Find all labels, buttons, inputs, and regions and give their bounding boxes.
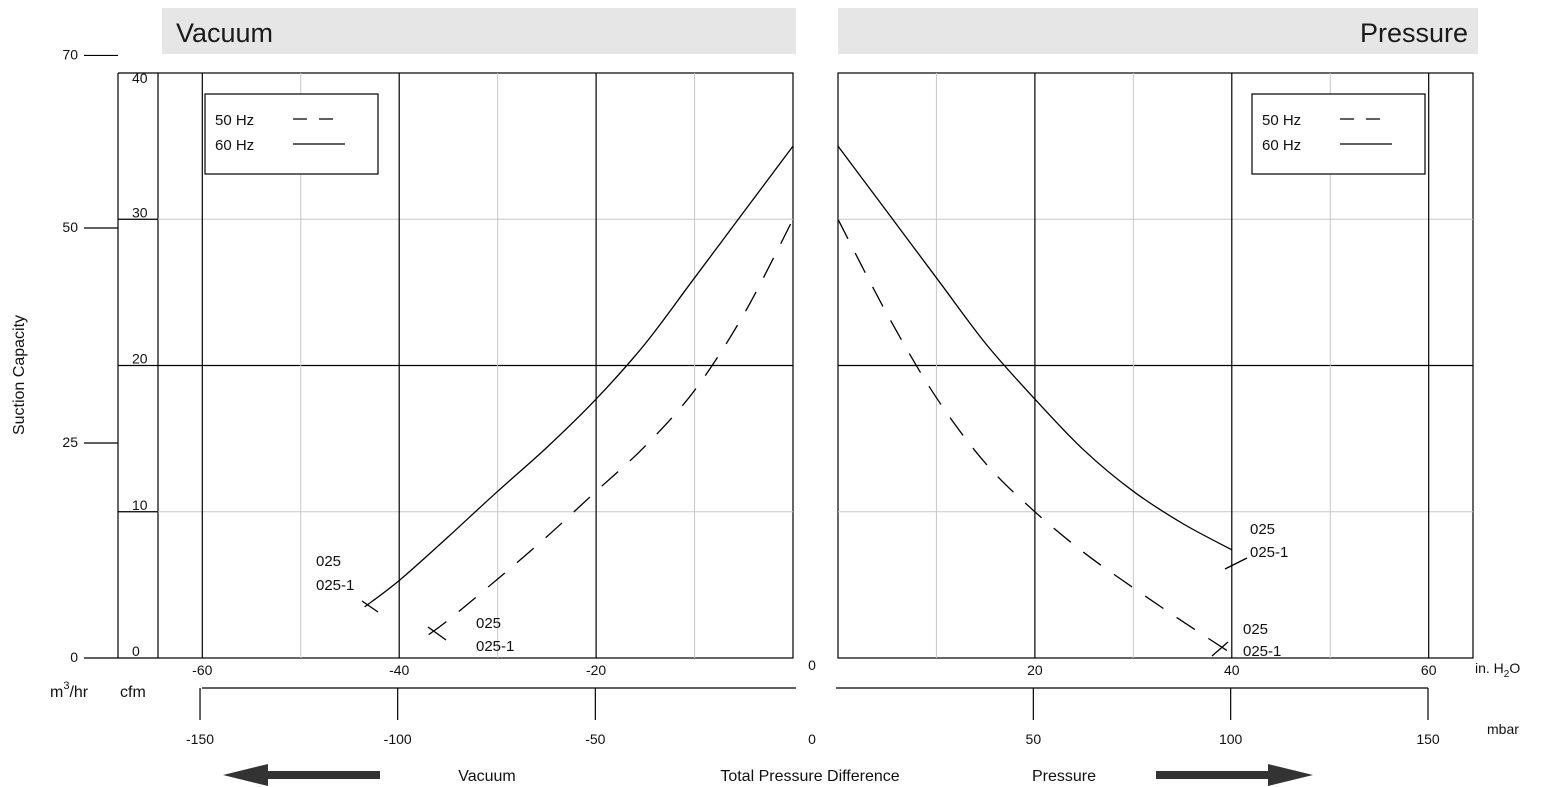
pressure-60hz-end-marker (1224, 557, 1248, 570)
x-axis-title: Total Pressure Difference (720, 768, 899, 785)
pressure-series-60hz (837, 145, 1233, 551)
pressure-50hz-model-label-alt: 025-1 (1243, 643, 1281, 660)
vacuum-50hz-model-label-alt: 025-1 (476, 638, 514, 655)
m3hr-tick-label: 50 (62, 219, 78, 235)
pressure-direction-label: Pressure (1032, 768, 1096, 785)
vacuum-60hz-model-label-alt: 025-1 (316, 577, 354, 594)
cfm-tick-label: 20 (132, 351, 148, 367)
pressure-50hz-end-marker (1211, 641, 1229, 657)
pressure-legend-label-50hz: 50 Hz (1262, 112, 1301, 129)
header-vacuum-title: Vacuum (176, 18, 273, 48)
pressure-series-50hz (837, 219, 1233, 655)
cfm-tick-label: 40 (132, 70, 148, 86)
pressure-50hz-model-label: 025 (1243, 621, 1268, 638)
vacuum-inh2o-tick-label: -40 (389, 662, 409, 678)
pressure-60hz-model-label: 025 (1250, 521, 1275, 538)
pressure-legend-label-60hz: 60 Hz (1262, 137, 1301, 154)
y-unit-m3hr: m3/hr (50, 680, 89, 701)
vacuum-legend-label-60hz: 60 Hz (215, 137, 254, 154)
vacuum-mbar-tick-label: -150 (186, 731, 214, 747)
vacuum-60hz-end-marker (361, 600, 379, 613)
pressure-mbar-tick-label: 150 (1416, 731, 1440, 747)
vacuum-series-60hz (364, 145, 794, 608)
m3hr-tick-label: 0 (70, 649, 78, 665)
y-axis-title: Suction Capacity (11, 315, 28, 435)
vacuum-legend-box (204, 93, 379, 175)
cfm-tick-label: 0 (132, 643, 140, 659)
vacuum-direction-label: Vacuum (458, 768, 516, 785)
pressure-arrow-icon (1156, 764, 1313, 786)
x-unit-mbar: mbar (1487, 721, 1519, 737)
vacuum-50hz-end-marker (427, 626, 447, 641)
y-unit-cfm: cfm (120, 684, 146, 701)
pressure-mbar-tick-label: 50 (1026, 731, 1042, 747)
header-vacuum-bar (162, 8, 796, 54)
pressure-inh2o-tick-label: 40 (1224, 662, 1240, 678)
pressure-inh2o-tick-label: 20 (1027, 662, 1043, 678)
vacuum-legend-label-50hz: 50 Hz (215, 112, 254, 129)
vacuum-60hz-model-label: 025 (316, 553, 341, 570)
zero-mbar-label: 0 (808, 731, 816, 747)
pressure-inh2o-tick-label: 60 (1421, 662, 1437, 678)
x-unit-inh2o: in. H2O (1475, 660, 1520, 680)
vacuum-mbar-tick-label: -100 (384, 731, 412, 747)
m3hr-tick-label: 25 (62, 434, 78, 450)
zero-inh2o-label: 0 (808, 657, 816, 673)
pressure-mbar-tick-label: 100 (1219, 731, 1243, 747)
cfm-tick-label: 30 (132, 204, 148, 220)
header-pressure-title: Pressure (1360, 18, 1468, 48)
vacuum-inh2o-tick-label: -60 (192, 662, 212, 678)
header-pressure-bar (838, 8, 1478, 54)
vacuum-50hz-model-label: 025 (476, 615, 501, 632)
vacuum-arrow-icon (223, 764, 380, 786)
pressure-60hz-model-label-alt: 025-1 (1250, 544, 1288, 561)
vacuum-inh2o-tick-label: -20 (586, 662, 606, 678)
vacuum-mbar-tick-label: -50 (585, 731, 605, 747)
vacuum-series-50hz (428, 219, 794, 636)
cfm-tick-label: 10 (132, 497, 148, 513)
pressure-legend-box (1251, 93, 1426, 175)
m3hr-tick-label: 70 (62, 46, 78, 62)
